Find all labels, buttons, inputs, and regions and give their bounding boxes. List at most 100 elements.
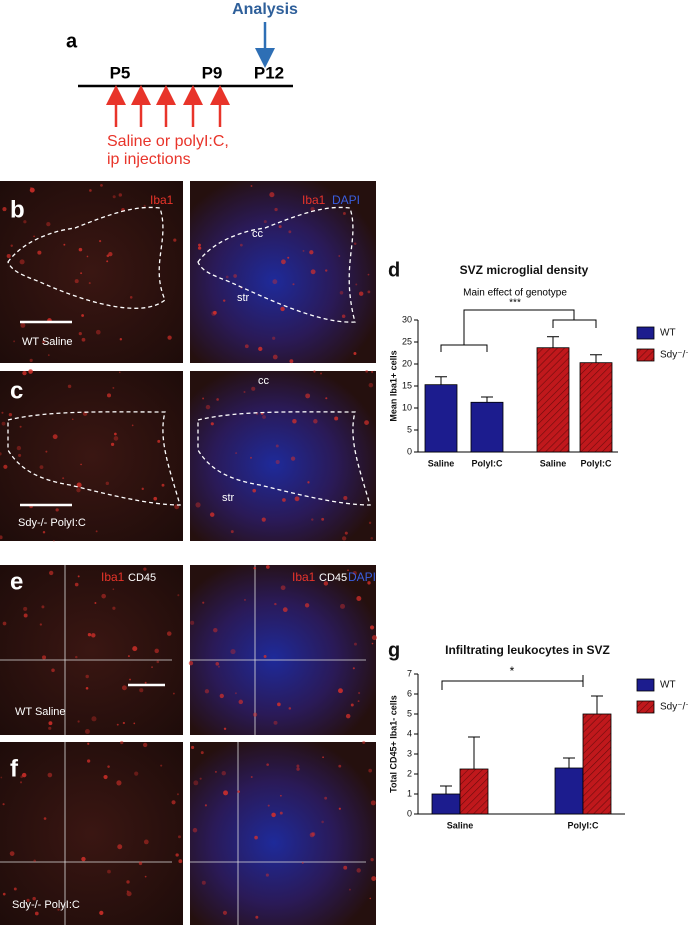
cell xyxy=(42,655,47,660)
cell xyxy=(356,596,362,602)
y-tick-label: 1 xyxy=(407,788,412,798)
cell xyxy=(87,633,92,637)
cell xyxy=(252,488,257,493)
cell xyxy=(272,279,278,285)
charts: d SVZ microglial density Mean Iba1+ cells 0… xyxy=(388,259,688,830)
cell xyxy=(87,742,90,745)
cell xyxy=(23,613,28,618)
cell xyxy=(294,496,300,502)
cell xyxy=(271,812,276,818)
cell xyxy=(188,660,194,666)
cell xyxy=(244,599,246,601)
condition-label: WT Saline xyxy=(15,706,66,718)
cell xyxy=(166,631,172,636)
cell xyxy=(309,832,315,838)
cell xyxy=(305,393,311,399)
cell xyxy=(48,721,53,726)
cell xyxy=(199,777,202,780)
cell xyxy=(42,531,46,534)
cell xyxy=(75,655,78,659)
cell xyxy=(214,770,217,773)
y-tick-label: 25 xyxy=(402,336,412,346)
cell xyxy=(324,796,328,800)
cell xyxy=(0,776,3,779)
y-tick-label: 15 xyxy=(402,380,412,390)
cell xyxy=(223,727,227,731)
cell xyxy=(52,434,58,440)
stain-label: Iba1 xyxy=(292,570,316,584)
cell xyxy=(237,790,240,793)
cell xyxy=(213,310,217,315)
y-axis-label: Total CD45+ Iba1- cells xyxy=(388,695,398,793)
cell xyxy=(296,764,300,768)
y-tick-label: 2 xyxy=(407,768,412,778)
cell xyxy=(223,790,229,796)
cell xyxy=(230,530,234,534)
y-tick-label: 4 xyxy=(407,728,412,738)
cell xyxy=(112,588,115,591)
cell xyxy=(76,482,82,488)
cell xyxy=(213,627,218,633)
cell xyxy=(338,688,343,694)
cell xyxy=(105,481,110,486)
cell xyxy=(197,246,202,250)
cell xyxy=(19,425,22,428)
cell xyxy=(26,898,30,902)
cell xyxy=(250,185,253,187)
cell xyxy=(134,771,139,776)
cell xyxy=(309,250,314,255)
cell xyxy=(357,700,360,703)
day-label: P5 xyxy=(110,63,131,82)
panel-label: a xyxy=(66,30,78,52)
cell xyxy=(254,835,258,840)
cell xyxy=(345,713,351,719)
stain-label: DAPI xyxy=(348,570,376,584)
cell xyxy=(282,607,288,613)
cell xyxy=(311,518,314,521)
cell xyxy=(22,371,27,376)
cell xyxy=(81,314,85,317)
cell xyxy=(348,888,351,891)
cell xyxy=(106,393,112,398)
cell xyxy=(19,259,25,265)
legend-swatch xyxy=(636,700,655,714)
cell xyxy=(110,442,115,446)
cell xyxy=(369,897,372,900)
cell xyxy=(16,445,22,451)
cell xyxy=(91,633,96,638)
cell xyxy=(171,800,176,805)
cell xyxy=(210,422,214,426)
cell xyxy=(368,768,373,773)
cell xyxy=(343,212,346,215)
analysis-label: Analysis xyxy=(232,1,298,18)
cell xyxy=(272,354,278,360)
cell xyxy=(269,192,275,198)
cell xyxy=(274,602,277,606)
cell xyxy=(114,432,117,436)
legend-swatch xyxy=(636,348,655,362)
cell xyxy=(89,189,92,192)
cell xyxy=(341,314,346,319)
cell xyxy=(2,621,7,626)
x-tick-label: PolyI:C xyxy=(471,458,503,468)
cell xyxy=(34,911,39,916)
legend-label: Sdy⁻/⁻ xyxy=(660,350,688,361)
cell xyxy=(334,416,339,421)
cell xyxy=(55,508,59,512)
cell xyxy=(352,571,357,576)
cell xyxy=(41,605,45,609)
cell xyxy=(350,703,354,707)
cell xyxy=(230,649,236,655)
cell xyxy=(235,452,238,455)
cell xyxy=(368,521,372,525)
cell xyxy=(62,477,65,480)
cell xyxy=(209,512,215,517)
cell xyxy=(288,230,292,234)
cell xyxy=(142,742,148,748)
cell xyxy=(263,654,267,658)
cell xyxy=(167,335,172,340)
cell xyxy=(175,853,179,857)
region-label: str xyxy=(237,292,250,304)
image xyxy=(190,742,376,925)
chart-title: SVZ microglial density xyxy=(460,263,589,277)
